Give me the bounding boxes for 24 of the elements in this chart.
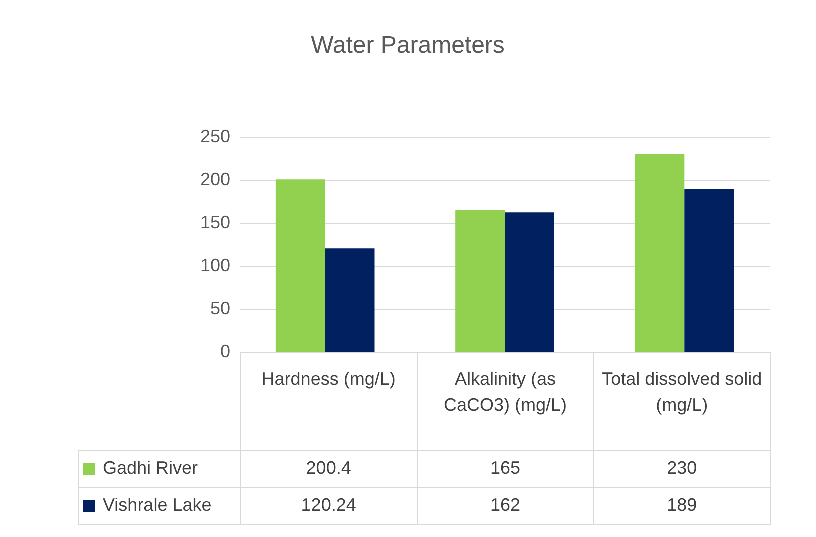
y-tick-label: 50 [210, 298, 230, 318]
data-label: 230 [594, 450, 770, 487]
data-label: 162 [417, 487, 594, 524]
bar [505, 212, 554, 352]
data-label: 120.24 [240, 487, 418, 524]
data-label: 200.4 [240, 450, 418, 487]
data-label: 165 [417, 450, 594, 487]
y-tick-label: 250 [200, 126, 230, 146]
chart-title: Water Parameters [311, 32, 505, 59]
y-tick-label: 150 [200, 212, 230, 232]
x-tick-label: Total dissolved solid (mg/L) [594, 352, 770, 450]
legend-label: Gadhi River [78, 450, 240, 487]
y-tick-label: 100 [200, 256, 230, 276]
legend-label: Vishrale Lake [78, 487, 240, 524]
bar [635, 154, 685, 352]
x-tick-label: Alkalinity (as CaCO3) (mg/L) [417, 352, 594, 450]
y-tick-label: 200 [200, 170, 230, 190]
data-label: 189 [594, 487, 770, 524]
x-tick-label: Hardness (mg/L) [240, 352, 418, 450]
bar [456, 210, 505, 352]
y-tick-label: 0 [220, 342, 230, 362]
bar [325, 248, 375, 352]
bar [684, 189, 734, 352]
bar [276, 180, 326, 352]
